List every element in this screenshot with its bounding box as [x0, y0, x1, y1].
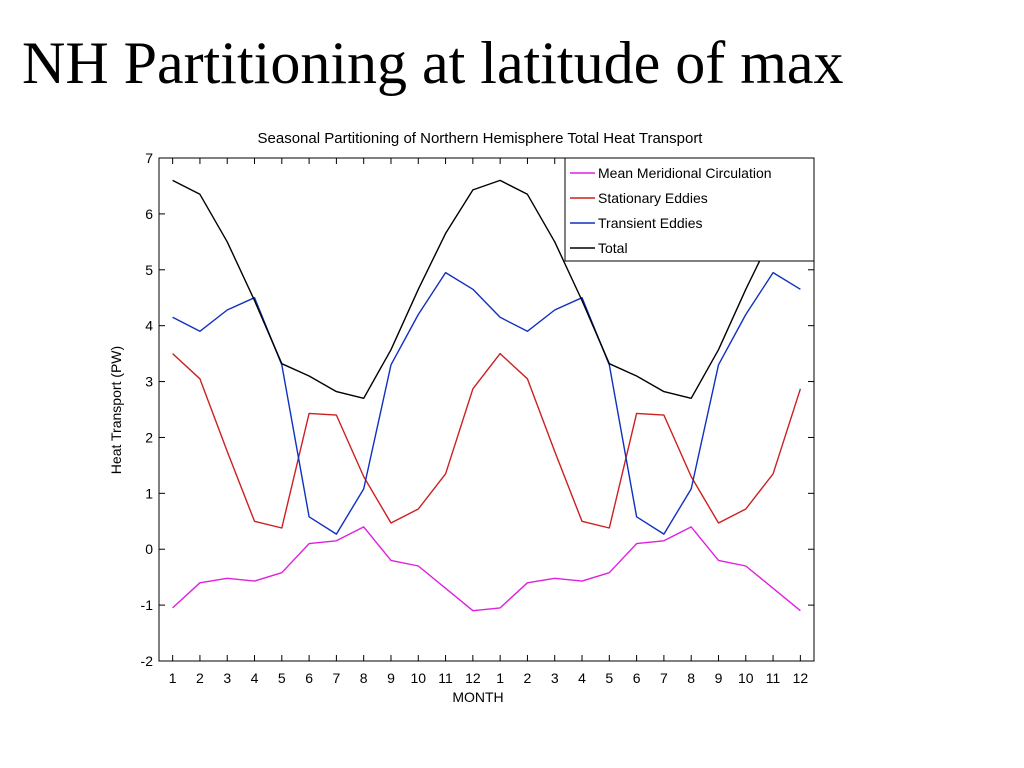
y-tick-label: 5	[145, 262, 153, 278]
series-line-1	[172, 526, 801, 612]
x-axis-label: MONTH	[452, 689, 503, 705]
y-tick-label: 0	[145, 541, 153, 557]
y-tick-label: 2	[145, 429, 153, 445]
y-axis: -2 -1 0 1 2 3 4 5 6 7	[141, 150, 814, 669]
x-tick-label: 1	[169, 670, 177, 686]
x-tick-label: 5	[605, 670, 613, 686]
legend: Mean Meridional Circulation Stationary Ed…	[564, 157, 815, 262]
x-tick-label: 4	[251, 670, 259, 686]
plot-frame	[158, 157, 815, 662]
x-tick-label: 7	[332, 670, 340, 686]
y-tick-label: 3	[145, 374, 153, 390]
y-tick-label: 6	[145, 206, 153, 222]
x-tick-label: 6	[633, 670, 641, 686]
x-tick-label: 6	[305, 670, 313, 686]
x-tick-label: 8	[687, 670, 695, 686]
chart-title: Seasonal Partitioning of Northern Hemisp…	[258, 130, 704, 147]
legend-entry: Stationary Eddies	[598, 190, 708, 206]
x-tick-label: 12	[465, 670, 481, 686]
x-tick-label: 1	[496, 670, 504, 686]
x-tick-label: 12	[793, 670, 809, 686]
series-line-4	[172, 179, 801, 399]
x-tick-label: 7	[660, 670, 668, 686]
y-tick-label: 7	[145, 150, 153, 166]
y-axis-label: Heat Transport (PW)	[108, 346, 124, 474]
y-tick-label: 1	[145, 485, 153, 501]
legend-entry: Transient Eddies	[598, 215, 703, 231]
x-tick-label: 2	[196, 670, 204, 686]
x-tick-label: 9	[387, 670, 395, 686]
x-tick-label: 10	[410, 670, 426, 686]
y-tick-label: -2	[141, 653, 154, 669]
x-tick-label: 11	[438, 670, 453, 686]
x-tick-label: 4	[578, 670, 586, 686]
x-tick-label: 9	[715, 670, 723, 686]
x-tick-label: 2	[524, 670, 532, 686]
x-tick-label: 11	[766, 670, 781, 686]
y-tick-label: 4	[145, 318, 153, 334]
plot-lines	[172, 179, 802, 612]
series-line-3	[172, 271, 801, 535]
slide-title: NH Partitioning at latitude of max	[22, 30, 844, 96]
series-line-2	[172, 352, 802, 529]
y-tick-label: -1	[141, 597, 154, 613]
x-tick-label: 5	[278, 670, 286, 686]
legend-entry: Mean Meridional Circulation	[598, 165, 772, 181]
x-axis: 1 2 3 4 5 6 7 8 9 10 11 12 1 2 3 4 5 6 7 8 9 10 11 12	[169, 158, 809, 686]
legend-entry: Total	[598, 240, 628, 256]
x-tick-label: 10	[738, 670, 754, 686]
x-tick-label: 3	[551, 670, 559, 686]
x-tick-label: 3	[223, 670, 231, 686]
legend-box	[564, 157, 815, 262]
x-tick-label: 8	[360, 670, 368, 686]
